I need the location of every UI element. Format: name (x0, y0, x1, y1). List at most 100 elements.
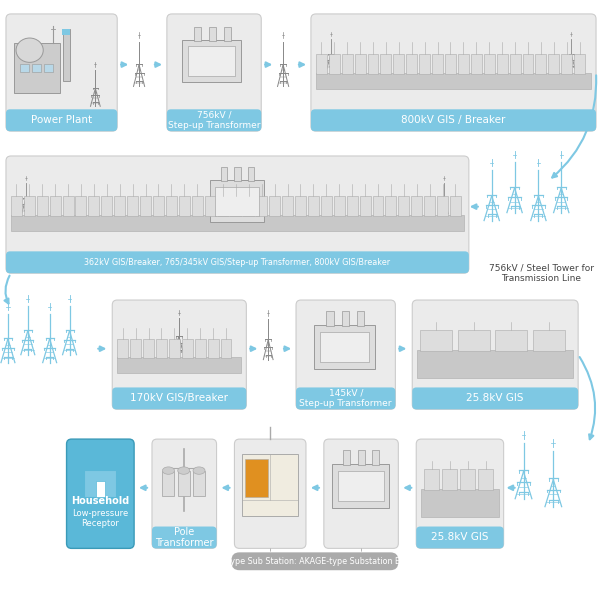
Bar (460, 470, 475, 490)
Bar (308, 195, 319, 216)
FancyBboxPatch shape (416, 527, 504, 548)
Bar (561, 54, 572, 74)
Bar (143, 339, 154, 358)
Bar (24, 195, 35, 216)
Bar (208, 339, 219, 358)
Text: Package type Sub Station: AKAGE-type Substation Equipment: Package type Sub Station: AKAGE-type Sub… (191, 557, 439, 566)
Bar (62, 29, 70, 82)
Bar (76, 195, 87, 216)
Bar (522, 54, 533, 74)
Bar (153, 195, 164, 216)
Bar (484, 54, 494, 74)
Bar (421, 489, 499, 516)
Bar (342, 311, 349, 326)
FancyBboxPatch shape (152, 527, 216, 548)
FancyBboxPatch shape (112, 300, 247, 409)
Bar (471, 54, 482, 74)
Text: Low-pressure
Receptor: Low-pressure Receptor (72, 509, 128, 528)
Bar (381, 54, 391, 74)
Text: 756kV / Steel Tower for
Transmission Line: 756kV / Steel Tower for Transmission Lin… (489, 263, 594, 283)
Bar (248, 167, 255, 181)
Bar (295, 195, 306, 216)
Text: 145kV /
Step-up Transformer: 145kV / Step-up Transformer (299, 389, 392, 408)
FancyBboxPatch shape (296, 387, 395, 409)
Bar (117, 357, 241, 373)
Bar (372, 451, 379, 465)
Bar (14, 43, 61, 93)
Bar (127, 195, 138, 216)
Bar (62, 29, 70, 35)
Bar (385, 195, 396, 216)
Bar (450, 195, 461, 216)
Bar (321, 195, 332, 216)
Bar (510, 54, 521, 74)
Bar (62, 195, 73, 216)
Bar (242, 454, 298, 516)
Bar (344, 451, 350, 465)
Ellipse shape (162, 467, 175, 474)
FancyBboxPatch shape (311, 109, 596, 131)
Bar (244, 195, 255, 216)
FancyBboxPatch shape (412, 387, 578, 409)
Bar (221, 167, 227, 181)
FancyBboxPatch shape (416, 439, 504, 548)
Bar (245, 459, 268, 497)
Bar (205, 195, 216, 216)
Bar (256, 195, 267, 216)
FancyBboxPatch shape (235, 439, 306, 548)
Bar (316, 54, 327, 74)
Bar (84, 470, 116, 497)
Text: 362kV GIS/Breaker, 765/345kV GIS/Step-up Transformer, 800kV GIS/Breaker: 362kV GIS/Breaker, 765/345kV GIS/Step-up… (84, 258, 390, 267)
Bar (326, 311, 334, 326)
Bar (218, 195, 228, 216)
Bar (357, 311, 364, 326)
Bar (162, 471, 175, 496)
Bar (442, 470, 458, 490)
Bar (329, 54, 340, 74)
Bar (411, 195, 422, 216)
Bar (355, 54, 365, 74)
FancyBboxPatch shape (231, 552, 398, 570)
Bar (420, 330, 452, 351)
Bar (230, 195, 241, 216)
Bar (445, 54, 456, 74)
FancyBboxPatch shape (6, 109, 117, 131)
Bar (117, 339, 128, 358)
Text: 170kV GIS/Breaker: 170kV GIS/Breaker (130, 393, 228, 403)
Bar (115, 195, 125, 216)
Bar (130, 339, 141, 358)
Bar (437, 195, 448, 216)
Text: Pole
Transformer: Pole Transformer (155, 527, 213, 548)
Bar (182, 40, 241, 82)
Bar (368, 54, 379, 74)
Bar (359, 195, 370, 216)
Bar (574, 54, 585, 74)
Bar (358, 451, 365, 465)
Bar (44, 64, 53, 72)
FancyBboxPatch shape (167, 109, 261, 131)
Bar (208, 27, 216, 41)
Bar (221, 339, 231, 358)
Bar (314, 325, 376, 369)
Text: 25.8kV GIS: 25.8kV GIS (467, 393, 524, 403)
Bar (269, 195, 280, 216)
Bar (342, 54, 353, 74)
Bar (458, 54, 469, 74)
Bar (373, 195, 384, 216)
Bar (458, 330, 490, 351)
Bar (179, 195, 190, 216)
FancyBboxPatch shape (67, 439, 134, 548)
Bar (11, 215, 464, 231)
Bar (11, 195, 22, 216)
Bar (393, 54, 404, 74)
Bar (215, 186, 259, 216)
Bar (182, 339, 193, 358)
Bar (424, 470, 439, 490)
Bar (332, 464, 390, 508)
Bar (495, 330, 527, 351)
Bar (140, 195, 151, 216)
FancyBboxPatch shape (296, 300, 395, 409)
Text: Household: Household (72, 496, 130, 505)
Bar (19, 64, 29, 72)
Bar (188, 46, 235, 76)
